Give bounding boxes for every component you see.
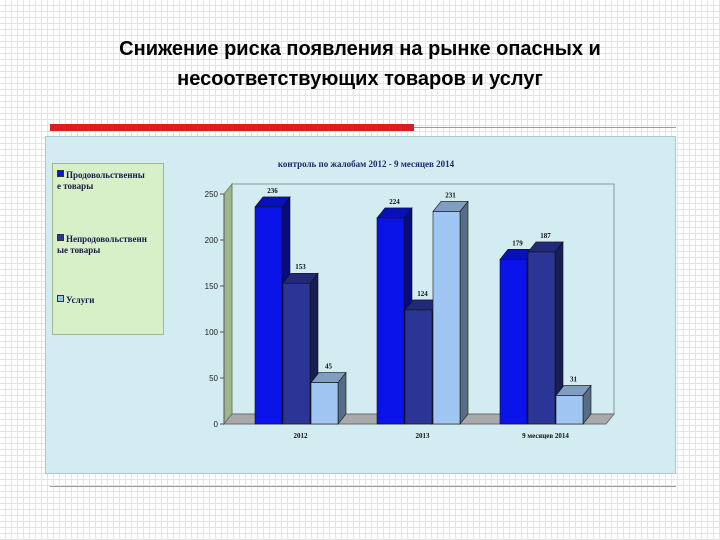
legend-label-services-line1: Услуги: [66, 295, 95, 305]
y-tick-label: 200: [205, 236, 219, 245]
y-tick-label: 50: [209, 374, 218, 383]
bar: [432, 211, 461, 425]
y-tick-label: 0: [214, 420, 219, 429]
chart-legend: Продовольственны е товары Непродовольств…: [52, 163, 164, 335]
bar: [310, 382, 339, 425]
x-category-label: 9 месяцев 2014: [522, 432, 569, 440]
bar-data-label: 153: [295, 263, 306, 271]
legend-label-food-line1: Продовольственны: [66, 170, 145, 180]
bar-data-label: 187: [540, 232, 551, 240]
bar-data-label: 231: [445, 191, 456, 199]
red-accent-bar: [50, 124, 414, 131]
legend-label-food-line2: е товары: [57, 181, 94, 191]
bar: [555, 395, 584, 425]
x-category-label: 2012: [294, 432, 309, 440]
legend-swatch-nonfood: [57, 234, 64, 241]
bar: [254, 206, 283, 425]
bar: [376, 217, 405, 425]
chart-side-wall: [223, 182, 233, 426]
legend-item-food: Продовольственны е товары: [57, 170, 161, 192]
bar-data-label: 236: [267, 187, 278, 195]
legend-label-nonfood-line2: ые товары: [57, 245, 101, 255]
legend-label-nonfood-line1: Непродовольственн: [66, 234, 147, 244]
slide-title-line-2: несоответствующих товаров и услуг: [177, 68, 543, 90]
bar-data-label: 124: [417, 290, 428, 298]
bar: [404, 309, 433, 425]
bar: [527, 251, 556, 425]
y-tick-label: 250: [205, 190, 219, 199]
chart-title: контроль по жалобам 2012 - 9 месяцев 201…: [278, 159, 455, 169]
bar-data-label: 224: [389, 198, 400, 206]
legend-swatch-food: [57, 170, 64, 177]
slide-title: Снижение риска появления на рынке опасны…: [40, 34, 680, 94]
legend-item-services: Услуги: [57, 295, 161, 306]
bar-side-face: [459, 200, 469, 425]
bar-data-label: 31: [570, 375, 578, 383]
y-tick-label: 100: [205, 328, 219, 337]
bar-data-label: 45: [325, 363, 333, 371]
divider-line-top: [414, 127, 676, 128]
legend-swatch-services: [57, 295, 64, 302]
slide-title-line-1: Снижение риска появления на рынке опасны…: [119, 38, 601, 60]
divider-line-bottom: [50, 486, 676, 487]
x-category-label: 2013: [416, 432, 431, 440]
legend-item-nonfood: Непродовольственн ые товары: [57, 234, 161, 256]
y-tick-label: 150: [205, 282, 219, 291]
bar-data-label: 179: [512, 239, 523, 247]
bar: [499, 259, 528, 425]
bar: [282, 282, 311, 425]
